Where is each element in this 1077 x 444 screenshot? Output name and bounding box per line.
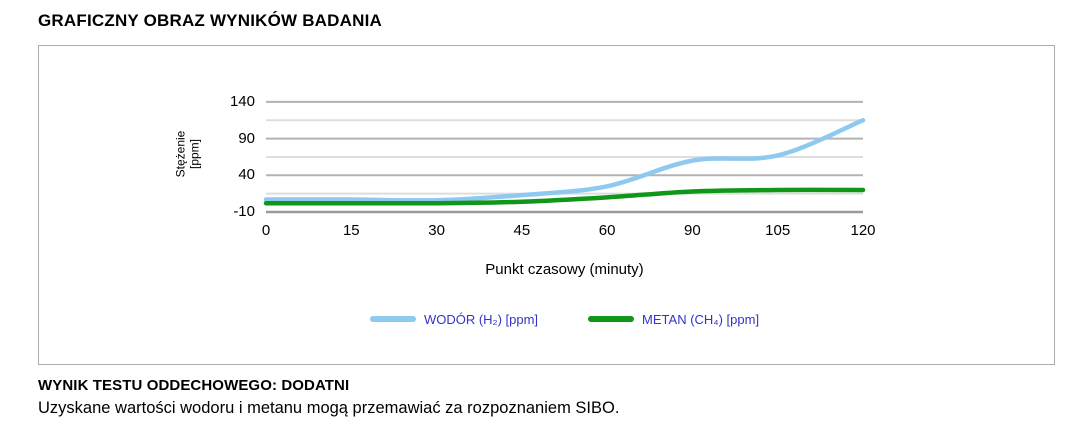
y-tick-label-40: 40 <box>238 166 255 184</box>
legend-swatch-hydrogen <box>369 316 416 322</box>
y-tick-labels: 140 90 40 -10 <box>189 92 255 220</box>
x-tick-labels: 0 15 30 45 60 90 105 120 <box>262 222 876 240</box>
result-description: Uzyskane wartości wodoru i metanu mogą p… <box>38 399 620 417</box>
chart-box: Stężenie [ppm] 140 90 40 -10 0 15 30 45 60 90 105… <box>38 45 1055 365</box>
legend-label-methane: METAN (CH₄) [ppm] <box>642 311 760 327</box>
x-tick-label-0: 0 <box>261 222 271 239</box>
legend-label-hydrogen: WODÓR (H₂) [ppm] <box>423 311 539 327</box>
result-heading: WYNIK TESTU ODDECHOWEGO: DODATNI <box>38 377 350 394</box>
y-tick-label-90: 90 <box>238 129 255 147</box>
y-tick-label-140: 140 <box>229 92 255 110</box>
x-tick-label-105: 105 <box>765 222 791 239</box>
series-line-methane <box>263 187 866 206</box>
x-tick-label-120: 120 <box>850 222 876 239</box>
legend-item-methane: METAN (CH₄) [ppm] <box>588 312 759 327</box>
x-tick-label-15: 15 <box>342 222 360 239</box>
x-tick-label-90: 90 <box>684 222 701 239</box>
x-axis-title: Punkt czasowy (minuty) <box>485 261 644 278</box>
x-tick-label-45: 45 <box>513 222 531 239</box>
chart-legend: WODÓR (H₂) [ppm] METAN (CH₄) [ppm] <box>266 308 863 330</box>
y-axis-title-line1: Stężenie <box>172 130 187 178</box>
page-title: GRAFICZNY OBRAZ WYNIKÓW BADANIA <box>38 11 382 30</box>
series-line-hydrogen <box>263 117 866 203</box>
legend-item-hydrogen: WODÓR (H₂) [ppm] <box>369 311 539 327</box>
chart-plot-svg <box>263 100 866 214</box>
legend-swatch-methane <box>588 316 635 322</box>
x-tick-label-60: 60 <box>598 222 616 239</box>
y-tick-label--10: -10 <box>233 203 255 220</box>
x-tick-label-30: 30 <box>428 222 445 239</box>
